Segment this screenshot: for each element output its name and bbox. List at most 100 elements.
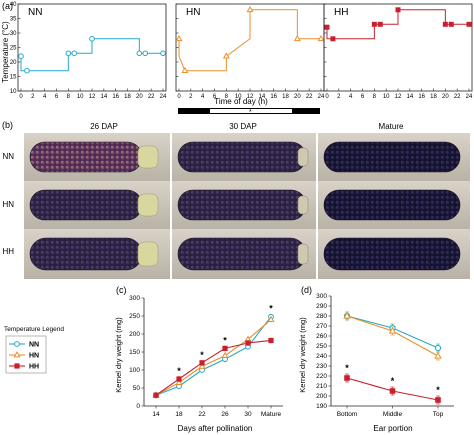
column-30dap: 30 DAP [229,122,257,131]
data-marker [449,22,453,26]
plot-title: NN [28,7,42,18]
y-tick-label: 270 [316,323,327,330]
y-tick-label: 30 [10,31,17,37]
y-tick-label: 25 [10,46,17,52]
x-tick-label: 12 [247,94,254,100]
y-tick-label: 260 [316,333,327,340]
data-marker [176,36,181,41]
ear-photo [318,133,470,181]
x-tick-label: 24 [160,94,167,100]
x-tick-label: 2 [337,94,341,100]
column-26dap: 26 DAP [90,122,118,131]
ear-tip [138,242,158,266]
data-marker [378,22,382,26]
data-point-hh [177,377,181,381]
y-tick-label: 50 [133,385,141,392]
x-tick-label: 30 [244,411,252,418]
x-tick-label: 20 [442,94,449,100]
ear-photo [318,229,470,279]
day-night-star: * [249,109,252,116]
x-tick-label: 6 [361,94,365,100]
legend-marker-hh [15,364,19,368]
corn-ear [324,190,460,220]
x-tick-label: 16 [112,94,119,100]
x-tick-label: Top [433,411,444,418]
data-marker [247,7,252,12]
x-tick-label: 10 [235,94,242,100]
row-nn: NN [2,152,14,161]
data-marker [161,51,166,56]
row-hn: HN [2,200,14,209]
data-point-hh [345,376,350,381]
data-marker [72,51,77,56]
y-tick-label: 200 [129,331,140,338]
legend-label-nn: NN [29,342,39,349]
data-point-hh [436,398,441,403]
y-tick-label: 10 [10,89,17,95]
y-tick-label: 100 [129,367,140,374]
significance-star: * [269,304,273,314]
plot-title: HH [334,7,348,18]
x-tick-label: 0 [325,94,329,100]
corn-ear [178,238,306,270]
panel-a-plots: NN02468101214161820222410152025303540HN0… [10,2,473,100]
x-tick-label: 2 [31,94,35,100]
series-line-hn [156,320,271,396]
x-tick-label: 22 [198,411,206,418]
ear-tip [298,244,308,264]
ear-photo [172,133,316,181]
data-marker [396,8,400,12]
corn-ear [178,142,306,172]
x-tick-label: 4 [43,94,47,100]
x-tick-label: 2 [189,94,193,100]
x-tick-label: 18 [175,411,183,418]
legend-label-hn: HN [29,353,39,360]
row-hh: HH [2,247,14,256]
data-marker [19,54,24,59]
data-point-hh [390,389,395,394]
legend-label-hh: HH [29,364,39,371]
panel-d-xlabel: Ear portion [373,424,412,433]
temperature-plot-hn: HN024681012141618202224 [176,4,325,100]
panel-a-ylabel: Temperature (°C) [1,21,10,83]
x-tick-label: 6 [55,94,59,100]
series-line-hn [347,316,438,356]
corn-ear [324,142,460,172]
x-tick-label: 18 [124,94,131,100]
corn-ear [178,190,306,220]
data-marker [66,51,71,56]
data-marker [182,68,187,73]
x-tick-label: 16 [418,94,425,100]
data-marker [90,37,95,42]
data-point-hh [200,361,204,365]
data-point-hh [223,346,227,350]
x-tick-label: 14 [406,94,413,100]
panel-b-label: (b) [2,120,13,130]
y-tick-label: 240 [316,353,327,360]
y-tick-label: 230 [316,363,327,370]
x-tick-label: 22 [148,94,155,100]
y-tick-label: 280 [316,313,327,320]
x-tick-label: 4 [201,94,205,100]
y-tick-label: 200 [316,393,327,400]
x-tick-label: 26 [221,411,229,418]
data-point-hh [246,341,250,345]
data-marker [443,22,447,26]
ear-photo [24,181,170,229]
data-marker [224,53,229,58]
ear-photo [318,181,470,229]
x-tick-label: 8 [67,94,71,100]
y-tick-label: 20 [10,60,17,66]
data-marker [467,22,471,26]
x-tick-label: Middle [383,411,403,418]
data-point-hn [222,353,227,358]
significance-star: * [177,366,181,376]
x-tick-label: 10 [77,94,84,100]
y-tick-label: 150 [129,349,140,356]
x-tick-label: 18 [282,94,289,100]
y-tick-label: 40 [10,2,17,8]
x-tick-label: Mature [261,411,282,418]
corn-ear [30,238,142,270]
y-tick-label: 210 [316,383,327,390]
column-mature: Mature [379,122,404,131]
